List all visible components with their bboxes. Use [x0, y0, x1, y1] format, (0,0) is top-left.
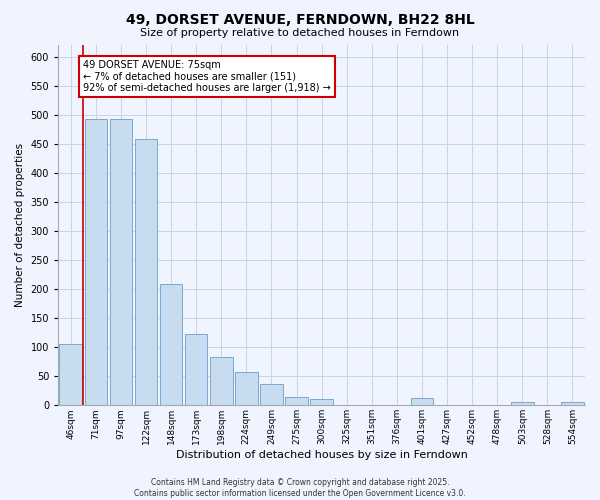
X-axis label: Distribution of detached houses by size in Ferndown: Distribution of detached houses by size …: [176, 450, 467, 460]
Bar: [185, 334, 208, 406]
Bar: [210, 357, 233, 406]
Bar: [135, 139, 157, 406]
Text: 49 DORSET AVENUE: 75sqm
← 7% of detached houses are smaller (151)
92% of semi-de: 49 DORSET AVENUE: 75sqm ← 7% of detached…: [83, 60, 331, 92]
Bar: [110, 119, 132, 406]
Y-axis label: Number of detached properties: Number of detached properties: [15, 143, 25, 307]
Bar: [85, 119, 107, 406]
Bar: [235, 372, 257, 406]
Bar: [260, 384, 283, 406]
Text: 49, DORSET AVENUE, FERNDOWN, BH22 8HL: 49, DORSET AVENUE, FERNDOWN, BH22 8HL: [125, 12, 475, 26]
Bar: [285, 396, 308, 406]
Text: Contains HM Land Registry data © Crown copyright and database right 2025.
Contai: Contains HM Land Registry data © Crown c…: [134, 478, 466, 498]
Bar: [160, 284, 182, 406]
Bar: [511, 402, 533, 406]
Bar: [561, 402, 584, 406]
Text: Size of property relative to detached houses in Ferndown: Size of property relative to detached ho…: [140, 28, 460, 38]
Bar: [59, 344, 82, 406]
Bar: [410, 398, 433, 406]
Bar: [310, 400, 333, 406]
